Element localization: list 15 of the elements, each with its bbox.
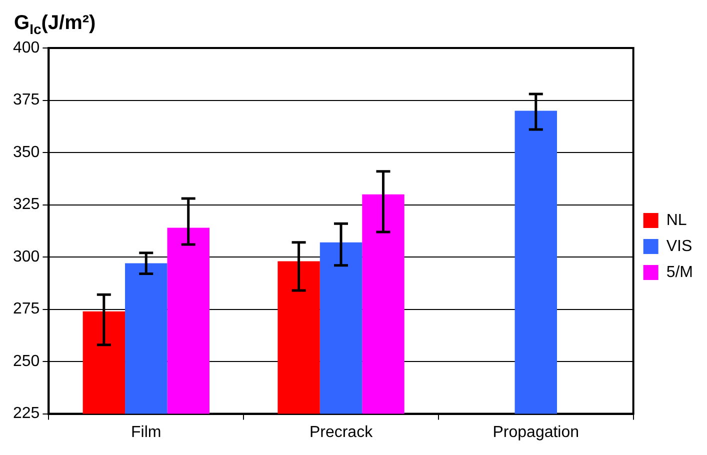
- y-tick-label: 275: [12, 300, 40, 318]
- y-tick-label: 325: [12, 196, 40, 214]
- y-tick-label: 250: [12, 352, 40, 370]
- y-axis-title: G$_{Ic}$(J/m²): [14, 12, 96, 37]
- x-tick-label: Propagation: [492, 424, 580, 441]
- y-tick-label: 300: [12, 248, 40, 266]
- legend-label: VIS: [666, 238, 692, 255]
- y-tick-label: 225: [12, 405, 40, 422]
- legend-label: NL: [666, 212, 687, 229]
- x-tick-label: Film: [131, 424, 162, 441]
- y-tick-label: 375: [12, 92, 40, 109]
- y-tick-label: 400: [12, 39, 40, 56]
- y-tick-label: 350: [12, 144, 40, 161]
- x-tick-label: Precrack: [309, 424, 374, 441]
- legend-label: 5/M: [666, 264, 693, 281]
